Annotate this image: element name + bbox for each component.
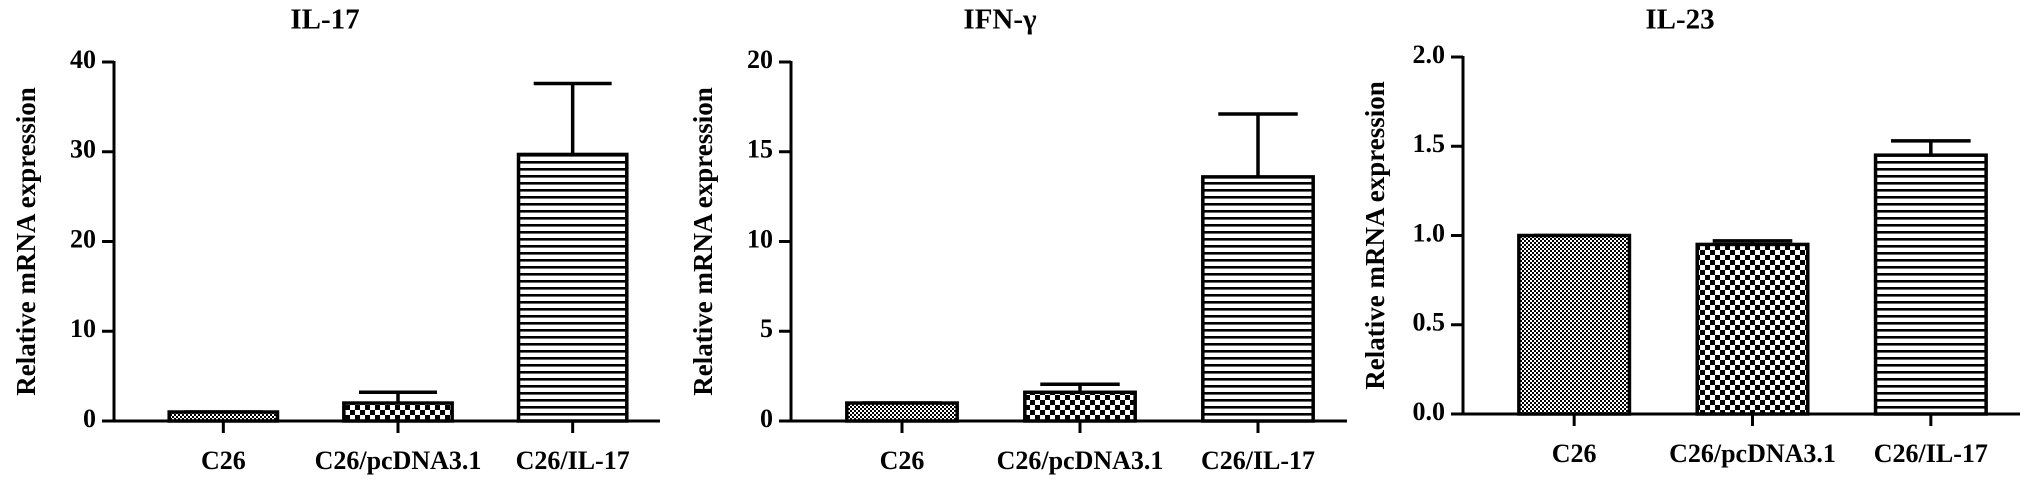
bar — [516, 152, 629, 423]
y-tick-label: 0 — [760, 404, 773, 433]
bar — [342, 401, 454, 423]
y-tick-label: 0.5 — [1413, 308, 1446, 337]
x-tick-label: C26/pcDNA3.1 — [315, 446, 482, 475]
y-tick-label: 5 — [760, 314, 773, 343]
x-tick-label: C26/IL-17 — [516, 446, 630, 475]
y-axis-label: Relative mRNA expression — [688, 87, 718, 395]
bar — [1873, 153, 1988, 416]
bar — [1517, 233, 1632, 416]
chart-title: IL-23 — [1645, 4, 1714, 36]
y-tick-label: 1.5 — [1413, 129, 1446, 158]
x-tick-label: C26/IL-17 — [1201, 446, 1315, 475]
x-tick-label: C26 — [880, 446, 925, 475]
bar — [1201, 175, 1315, 423]
bar — [1695, 242, 1810, 416]
y-tick-label: 0 — [83, 404, 96, 433]
x-tick-label: C26 — [1552, 439, 1597, 468]
x-tick-label: C26 — [201, 446, 246, 475]
y-tick-label: 20 — [70, 224, 96, 253]
x-tick-label: C26/pcDNA3.1 — [1669, 439, 1836, 468]
y-tick-label: 10 — [747, 224, 773, 253]
bar — [167, 410, 280, 423]
x-tick-label: C26/IL-17 — [1874, 439, 1988, 468]
y-axis-label: Relative mRNA expression — [1360, 81, 1390, 389]
y-tick-label: 1.0 — [1413, 218, 1446, 247]
y-tick-label: 0.0 — [1413, 397, 1446, 426]
y-tick-label: 20 — [747, 45, 773, 74]
y-tick-label: 40 — [70, 45, 96, 74]
bar — [845, 401, 959, 423]
y-tick-label: 10 — [70, 314, 96, 343]
y-axis-label: Relative mRNA expression — [11, 87, 41, 395]
x-tick-label: C26/pcDNA3.1 — [997, 446, 1164, 475]
chart: IFN-γ Relative mRNA expression 0 5 10 15 20 C26… — [688, 4, 1347, 475]
chart-title: IFN-γ — [963, 4, 1037, 36]
chart: IL-17 Relative mRNA expression 0 10 20 30 40 C2… — [11, 4, 660, 475]
bar — [1023, 390, 1137, 423]
y-tick-label: 2.0 — [1413, 40, 1446, 69]
y-tick-label: 30 — [70, 135, 96, 164]
chart-title: IL-17 — [290, 4, 359, 36]
y-tick-label: 15 — [747, 135, 773, 164]
chart: IL-23 Relative mRNA expression 0.0 0.5 1.0 1.… — [1360, 4, 2020, 468]
